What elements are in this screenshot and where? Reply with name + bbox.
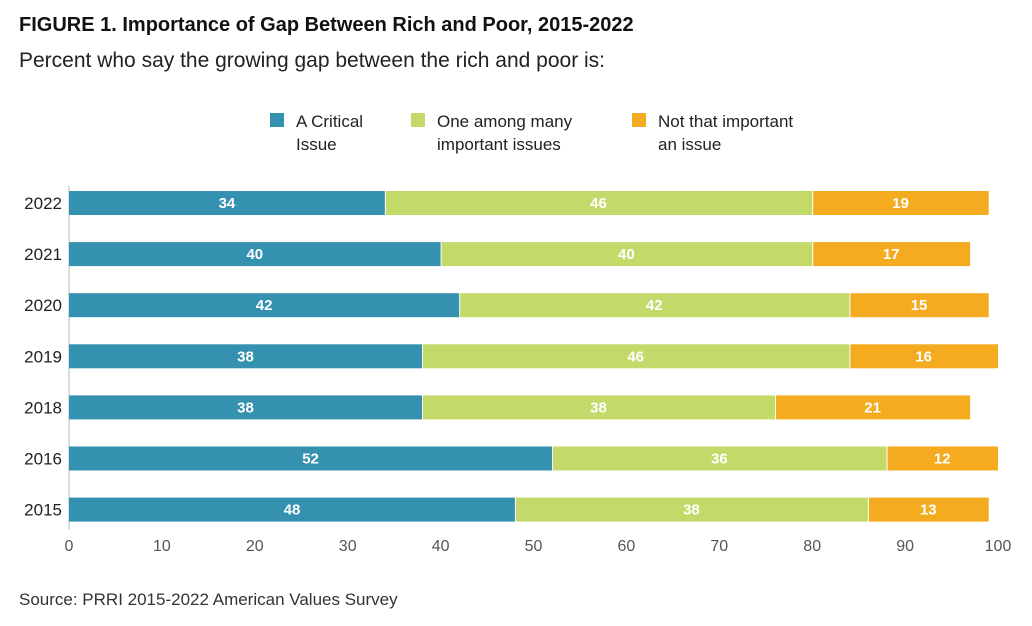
- bar-value-2022-series-2: 19: [892, 195, 909, 212]
- bar-2020-series-0: [69, 293, 460, 318]
- category-label-2022: 2022: [24, 194, 62, 213]
- bar-value-2018-series-1: 38: [590, 399, 607, 416]
- bar-value-2016-series-2: 12: [934, 451, 951, 468]
- bar-2019-series-1: [423, 344, 850, 369]
- chart-source: Source: PRRI 2015-2022 American Values S…: [19, 590, 398, 609]
- legend-label-2: Not that important an issue: [658, 112, 793, 154]
- chart-title: FIGURE 1. Importance of Gap Between Rich…: [19, 14, 634, 36]
- category-label-2015: 2015: [24, 501, 62, 520]
- bar-value-2019-series-0: 38: [237, 348, 254, 365]
- x-tick-70: 70: [710, 538, 728, 555]
- bar-2016-series-1: [553, 446, 887, 471]
- bar-value-2021-series-0: 40: [246, 246, 263, 263]
- category-label-2018: 2018: [24, 398, 62, 417]
- category-label-2019: 2019: [24, 347, 62, 366]
- legend-label-1: One among many important issues: [437, 112, 573, 154]
- legend-label-0: A Critical Issue: [296, 112, 363, 154]
- bar-value-2018-series-0: 38: [237, 399, 254, 416]
- category-label-2020: 2020: [24, 296, 62, 315]
- bar-2021-series-0: [69, 242, 441, 267]
- bar-value-2020-series-0: 42: [256, 297, 273, 314]
- category-label-2021: 2021: [24, 245, 62, 264]
- bar-2022-series-2: [813, 191, 989, 215]
- legend-swatch-0: [270, 113, 284, 127]
- bar-value-2022-series-1: 46: [590, 195, 607, 212]
- bar-2019-series-2: [850, 344, 998, 369]
- x-tick-60: 60: [618, 538, 636, 555]
- x-tick-0: 0: [65, 538, 74, 555]
- bar-value-2016-series-1: 36: [711, 451, 728, 468]
- bar-value-2015-series-0: 48: [284, 502, 301, 519]
- bar-2015-series-1: [515, 497, 868, 522]
- chart-subtitle: Percent who say the growing gap between …: [19, 49, 606, 72]
- bar-2022-series-1: [385, 191, 813, 215]
- x-tick-50: 50: [525, 538, 543, 555]
- bar-value-2021-series-2: 17: [883, 246, 900, 263]
- bar-value-2019-series-1: 46: [627, 348, 644, 365]
- x-tick-20: 20: [246, 538, 264, 555]
- bar-value-2015-series-1: 38: [683, 502, 700, 519]
- bar-2020-series-2: [850, 293, 989, 318]
- bar-value-2020-series-1: 42: [646, 297, 663, 314]
- x-tick-90: 90: [896, 538, 914, 555]
- bar-value-2022-series-0: 34: [219, 195, 236, 212]
- bar-2015-series-0: [69, 497, 515, 522]
- bar-value-2021-series-1: 40: [618, 246, 635, 263]
- bar-2015-series-2: [868, 497, 989, 522]
- bar-2018-series-1: [423, 395, 776, 420]
- x-tick-80: 80: [803, 538, 821, 555]
- x-tick-10: 10: [153, 538, 171, 555]
- bar-value-2016-series-0: 52: [302, 451, 319, 468]
- x-tick-30: 30: [339, 538, 357, 555]
- bar-2016-series-0: [69, 446, 553, 471]
- bar-value-2015-series-2: 13: [920, 502, 937, 519]
- bar-value-2019-series-2: 16: [915, 348, 932, 365]
- bar-2018-series-0: [69, 395, 423, 420]
- bar-value-2020-series-2: 15: [911, 297, 928, 314]
- bar-2016-series-2: [887, 446, 998, 471]
- bar-2018-series-2: [776, 395, 971, 420]
- category-label-2016: 2016: [24, 450, 62, 469]
- bar-value-2018-series-2: 21: [864, 399, 881, 416]
- bar-2019-series-0: [69, 344, 423, 369]
- bar-2021-series-1: [441, 242, 813, 267]
- bar-2022-series-0: [69, 191, 385, 215]
- legend-swatch-2: [632, 113, 646, 127]
- bar-2020-series-1: [460, 293, 850, 318]
- bar-2021-series-2: [813, 242, 971, 267]
- x-tick-40: 40: [432, 538, 450, 555]
- x-tick-100: 100: [985, 538, 1012, 555]
- legend-swatch-1: [411, 113, 425, 127]
